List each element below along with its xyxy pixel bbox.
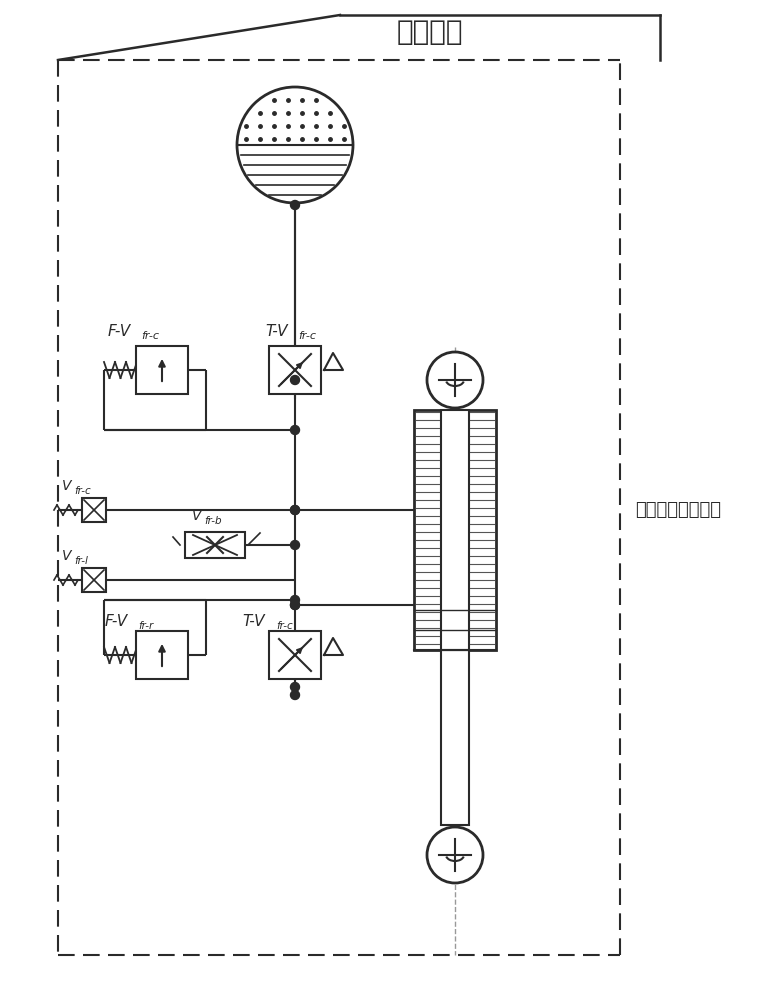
Bar: [441, 410, 469, 650]
Bar: [136, 346, 188, 394]
Text: F-V: F-V: [108, 324, 131, 340]
Text: 前桥右侧悬架油缸: 前桥右侧悬架油缸: [635, 501, 721, 519]
Circle shape: [290, 600, 299, 609]
Text: 悬架模块: 悬架模块: [396, 18, 463, 46]
Circle shape: [290, 595, 299, 604]
Circle shape: [290, 506, 299, 514]
Text: T-V: T-V: [265, 324, 287, 340]
Circle shape: [427, 352, 483, 408]
Bar: [82, 498, 106, 522]
Circle shape: [290, 540, 299, 550]
Bar: [82, 568, 106, 592]
Bar: [269, 631, 321, 679]
Text: fr-c: fr-c: [298, 331, 316, 341]
Bar: [414, 410, 496, 650]
Bar: [269, 346, 321, 394]
Circle shape: [290, 200, 299, 210]
Bar: [136, 631, 188, 679]
Text: fr-r: fr-r: [138, 621, 153, 631]
Text: fr-c: fr-c: [141, 331, 159, 341]
Circle shape: [290, 600, 299, 609]
Text: fr-c: fr-c: [74, 486, 91, 496]
Text: fr-c: fr-c: [276, 621, 293, 631]
Circle shape: [290, 506, 299, 514]
Text: V: V: [62, 549, 71, 563]
Circle shape: [290, 682, 299, 692]
Text: T-V: T-V: [242, 614, 265, 630]
Circle shape: [427, 827, 483, 883]
Circle shape: [290, 690, 299, 700]
Text: V: V: [192, 509, 202, 523]
Bar: [185, 532, 245, 558]
Circle shape: [237, 87, 353, 203]
Text: V: V: [62, 479, 71, 493]
Circle shape: [290, 375, 299, 384]
Text: fr-l: fr-l: [74, 556, 88, 566]
Bar: [441, 650, 469, 825]
Text: F-V: F-V: [105, 614, 128, 630]
Circle shape: [290, 426, 299, 434]
Text: fr-b: fr-b: [204, 516, 221, 526]
